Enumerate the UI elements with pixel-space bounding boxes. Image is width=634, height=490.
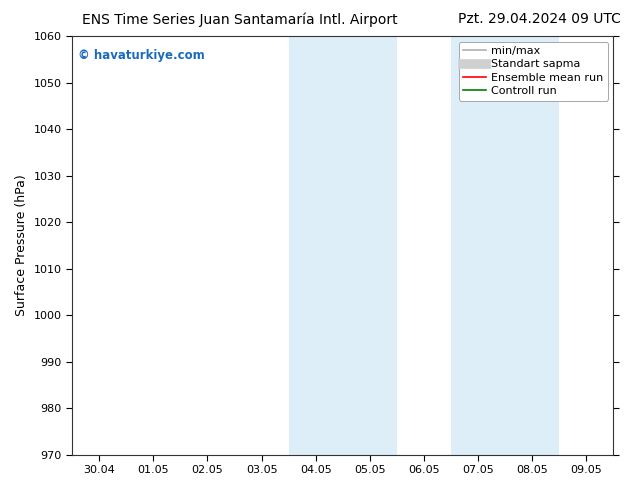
Legend: min/max, Standart sapma, Ensemble mean run, Controll run: min/max, Standart sapma, Ensemble mean r… bbox=[459, 42, 608, 100]
Bar bbox=[505, 36, 559, 455]
Text: Pzt. 29.04.2024 09 UTC: Pzt. 29.04.2024 09 UTC bbox=[458, 12, 621, 26]
Text: © havaturkiye.com: © havaturkiye.com bbox=[77, 49, 204, 62]
Text: ENS Time Series Juan Santamaría Intl. Airport: ENS Time Series Juan Santamaría Intl. Ai… bbox=[82, 12, 398, 27]
Bar bbox=[288, 36, 343, 455]
Bar bbox=[343, 36, 397, 455]
Y-axis label: Surface Pressure (hPa): Surface Pressure (hPa) bbox=[15, 174, 28, 316]
Bar bbox=[451, 36, 505, 455]
